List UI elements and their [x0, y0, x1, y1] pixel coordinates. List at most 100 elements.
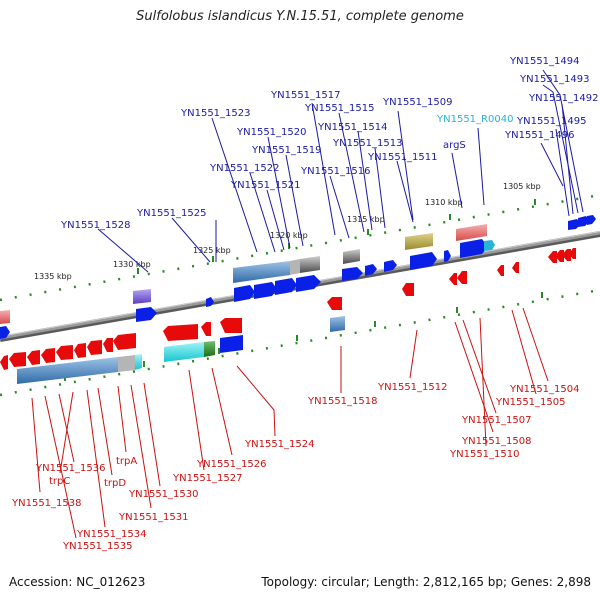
gene-label: YN1551_1530 [128, 489, 199, 500]
feature-block [0, 310, 10, 324]
gene-label: YN1551_1509 [382, 97, 453, 108]
gene-arrow [410, 252, 437, 270]
gene-label: YN1551_1493 [519, 74, 590, 85]
gene-label: YN1551_1516 [300, 166, 371, 177]
gene-label: YN1551_1531 [118, 512, 189, 523]
top-leader-lines [97, 69, 584, 273]
bottom-gene-labels: YN1551_1512 YN1551_1504 YN1551_1505 YN15… [11, 382, 580, 552]
gene-arrow [587, 215, 596, 225]
scale-label-1315: 1315 kbp [347, 215, 385, 224]
feature-block [290, 259, 300, 275]
bottom-leader-lines [31, 307, 549, 539]
scale-label-1305: 1305 kbp [503, 182, 541, 191]
gene-label: YN1551_1514 [317, 122, 388, 133]
map-title: Sulfolobus islandicus Y.N.15.51, complet… [136, 9, 464, 24]
gene-arrow [56, 345, 73, 360]
gene-label: YN1551_1513 [332, 138, 403, 149]
gene-arrow [201, 322, 211, 336]
gene-arrow [0, 326, 10, 339]
scale-label-1325: 1325 kbp [193, 246, 231, 255]
gene-label: YN1551_1508 [461, 436, 532, 447]
feature-block [164, 342, 204, 362]
gene-label: YN1551_1527 [172, 473, 243, 484]
gene-arrow [41, 348, 55, 363]
gene-arrow [568, 219, 581, 230]
gene-label: YN1551_1511 [367, 152, 438, 163]
gene-arrow [444, 250, 451, 262]
gene-arrow [136, 307, 157, 322]
gene-label: YN1551_1505 [495, 397, 566, 408]
gene-arrow [296, 275, 321, 292]
gene-label: YN1551_1495 [516, 116, 587, 127]
gene-label: YN1551_1492 [528, 93, 599, 104]
gene-label: YN1551_1519 [251, 145, 322, 156]
gene-label: YN1551_1518 [307, 396, 378, 407]
gene-label: YN1551_1504 [509, 384, 580, 395]
gene-arrow [9, 352, 26, 367]
gene-arrow [402, 283, 414, 296]
gene-arrow [327, 297, 342, 310]
gene-label: YN1551_1535 [62, 541, 133, 552]
gene-arrow [234, 285, 255, 302]
gene-label: trpD [104, 478, 126, 489]
gene-label: YN1551_1510 [449, 449, 520, 460]
gene-label: YN1551_1512 [377, 382, 448, 393]
gene-label: YN1551_1523 [180, 108, 251, 119]
gene-label: argS [443, 140, 466, 151]
feature-block [405, 233, 433, 250]
feature-block [135, 354, 142, 370]
gene-arrow [569, 248, 576, 259]
gene-label: YN1551_1496 [504, 130, 575, 141]
gene-arrow [74, 343, 86, 358]
gene-arrow [342, 267, 363, 281]
gene-arrow [254, 282, 277, 299]
gene-arrow [220, 318, 242, 333]
gene-arrow [555, 250, 564, 262]
gene-arrow [460, 239, 488, 258]
gene-arrow [512, 262, 519, 273]
gene-label: YN1551_1534 [76, 529, 147, 540]
gene-arrow [562, 249, 571, 261]
gene-label: YN1551_1536 [35, 463, 106, 474]
gene-label: YN1551_1494 [509, 56, 580, 67]
feature-block [204, 341, 215, 357]
feature-block [233, 261, 290, 283]
forward-strand-genes [0, 215, 596, 384]
gene-label: YN1551_1538 [11, 498, 82, 509]
feature-block [17, 357, 118, 384]
gene-label: YN1551_1528 [60, 220, 131, 231]
gene-label: YN1551_1522 [209, 163, 280, 174]
gene-arrow [457, 271, 467, 284]
gene-arrow [484, 240, 495, 251]
gene-arrow [206, 297, 214, 307]
gene-label: YN1551_1515 [304, 103, 375, 114]
scale-label-1335: 1335 kbp [34, 272, 72, 281]
gene-label: YN1551_1521 [230, 180, 301, 191]
feature-block [343, 249, 360, 264]
scale-labels: 1305 kbp 1310 kbp 1315 kbp 1320 kbp 1325… [34, 182, 541, 281]
feature-blocks [0, 224, 487, 384]
gene-label: trpC [49, 476, 70, 487]
feature-block [300, 256, 320, 273]
gene-arrow [0, 355, 8, 370]
scale-label-1320: 1320 kbp [270, 231, 308, 240]
scale-label-1330: 1330 kbp [113, 260, 151, 269]
gene-label: YN1551_1524 [244, 439, 315, 450]
gene-arrow [497, 265, 504, 276]
gene-arrow [275, 278, 297, 295]
feature-block [330, 316, 345, 332]
gene-label: YN1551_1507 [461, 415, 532, 426]
gene-label: YN1551_1520 [236, 127, 307, 138]
gene-label: YN1551_1525 [136, 208, 207, 219]
accession-text: Accession: NC_012623 [9, 575, 146, 589]
gene-arrow [384, 260, 397, 272]
gene-arrow [27, 350, 40, 365]
topology-text: Topology: circular; Length: 2,812,165 bp… [261, 575, 591, 589]
gene-label-rna: YN1551_R0040 [436, 114, 513, 125]
gene-arrow [449, 273, 457, 285]
reverse-strand-genes [0, 248, 576, 370]
gene-arrow [548, 251, 557, 263]
gene-arrow [365, 264, 377, 276]
